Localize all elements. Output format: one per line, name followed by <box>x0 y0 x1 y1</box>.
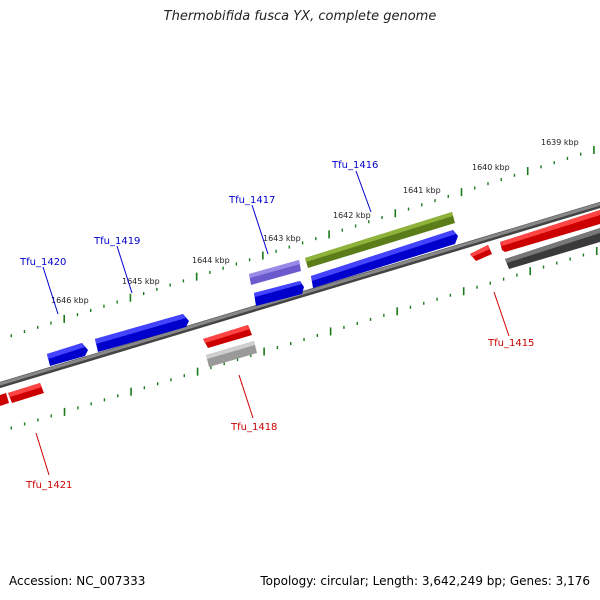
tick-track-lower <box>10 246 598 430</box>
gene-label-tfu-1419[interactable]: Tfu_1419 <box>93 236 140 247</box>
tick-label-1643: 1643 kbp <box>263 234 301 243</box>
gene-tfu-1418-red[interactable] <box>203 325 252 348</box>
gene-reverse-small-red[interactable] <box>470 245 492 261</box>
tick-label-1639: 1639 kbp <box>541 138 579 147</box>
gene-tfu-1421-b[interactable] <box>0 393 9 406</box>
gene-tfu-1421-a[interactable] <box>8 383 44 403</box>
gene-label-tfu-1415[interactable]: Tfu_1415 <box>487 338 534 349</box>
tick-label-1644: 1644 kbp <box>192 256 230 265</box>
gene-tfu-1418-forward[interactable] <box>254 281 304 306</box>
gene-label-tfu-1417[interactable]: Tfu_1417 <box>228 195 275 206</box>
gene-label-tfu-1420[interactable]: Tfu_1420 <box>19 257 66 268</box>
tick-label-1640: 1640 kbp <box>472 163 510 172</box>
tick-label-1641: 1641 kbp <box>403 186 441 195</box>
gene-label-tfu-1421[interactable]: Tfu_1421 <box>25 480 72 491</box>
gene-tfu-1415-red-long[interactable] <box>500 210 600 252</box>
tick-track-upper <box>10 145 595 338</box>
genome-title: Thermobifida fusca YX, complete genome <box>163 9 437 24</box>
tick-label-1646: 1646 kbp <box>51 296 89 305</box>
gene-tfu-1416-rna[interactable] <box>305 212 455 268</box>
gene-tfu-1420[interactable] <box>47 343 88 366</box>
gene-tfu-1419[interactable] <box>95 314 189 352</box>
gene-labels: Tfu_1416 Tfu_1417 Tfu_1419 Tfu_1420 Tfu_… <box>19 160 534 491</box>
tick-label-1642: 1642 kbp <box>333 211 371 220</box>
gene-reverse-gray[interactable] <box>206 341 257 367</box>
tick-labels: 1639 kbp 1640 kbp 1641 kbp 1642 kbp 1643… <box>51 138 579 305</box>
tick-label-1645: 1645 kbp <box>122 277 160 286</box>
gene-label-tfu-1416[interactable]: Tfu_1416 <box>331 160 378 171</box>
label-leader-lines <box>35 170 510 476</box>
gene-reverse-dark[interactable] <box>505 228 600 269</box>
accession-text: Accession: NC_007333 <box>9 574 146 588</box>
gene-forward-long[interactable] <box>311 230 458 288</box>
genome-summary-text: Topology: circular; Length: 3,642,249 bp… <box>260 574 590 588</box>
gene-label-tfu-1418[interactable]: Tfu_1418 <box>230 422 277 433</box>
gene-tfu-1417-pseudo[interactable] <box>249 260 301 285</box>
